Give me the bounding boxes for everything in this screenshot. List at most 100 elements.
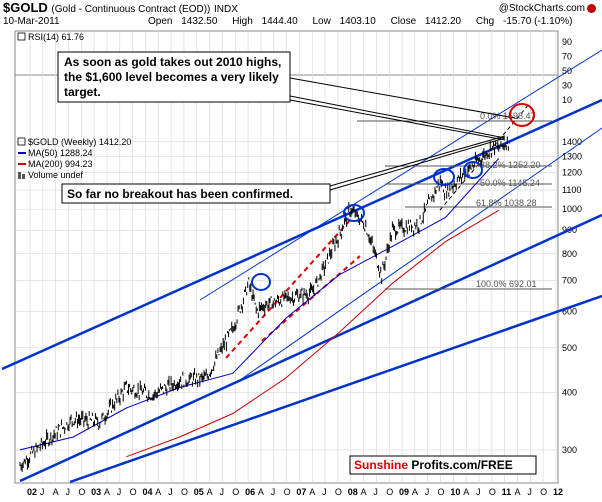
legend-ma200: MA(200) 994.23 [28, 159, 93, 169]
fib-label-0: 0.0% 1598.47 [480, 111, 536, 121]
rsi-axis: 90 70 50 30 10 [562, 37, 572, 105]
fib-labels: 0.0% 1598.47 38.2% 1252.20 50.0% 1145.24… [476, 111, 541, 289]
x-tick-2: A [53, 487, 59, 497]
x-tick-14: A [207, 487, 213, 497]
ma200-line [126, 209, 500, 458]
x-tick-20: O [284, 487, 291, 497]
x-tick-3: J [65, 487, 70, 497]
watermark-red: Sunshine [354, 458, 408, 472]
y-tick-1300: 1300 [562, 152, 582, 162]
low-label: Low [312, 16, 331, 27]
fib-label-618: 61.8% 1038.28 [476, 198, 537, 208]
x-tick-23: J [322, 487, 327, 497]
x-tick-33: 10 [450, 487, 460, 497]
high-value: 1444.40 [261, 16, 298, 27]
x-tick-41: 12 [553, 487, 563, 497]
y-tick-1400: 1400 [562, 137, 582, 147]
long-support-line [69, 294, 602, 484]
high-label: High [232, 16, 253, 27]
watermark-text: Sunshine Profits.com/FREE [354, 458, 513, 472]
rsi-tick-10: 10 [562, 95, 572, 105]
pointer-2b [329, 137, 506, 191]
callout-1-line-1: As soon as gold takes out 2010 highs, [64, 55, 281, 69]
chart-title: $GOLD (Gold - Continuous Contract (EOD))… [3, 0, 238, 15]
x-axis: 02 J A J O 03 A J O 04 A J O 05 A J O 06 A J O 07 A J O 08 A J O 09 A J… [27, 487, 563, 497]
x-tick-38: A [515, 487, 521, 497]
open-label: Open [148, 16, 173, 27]
rsi-label: RSI(14) 61.76 [28, 32, 84, 42]
thin-channel-upper [199, 49, 602, 301]
legend-price: $GOLD (Weekly) 1412.20 [28, 137, 131, 147]
fib-label-100: 100.0% 692.01 [476, 279, 537, 289]
thin-channel-lower [239, 127, 602, 381]
x-tick-27: J [373, 487, 378, 497]
x-tick-17: 06 [245, 487, 255, 497]
price-bars [19, 136, 510, 472]
fib-label-382: 38.2% 1252.20 [480, 160, 541, 170]
x-tick-16: O [232, 487, 239, 497]
fib-lines [357, 120, 552, 290]
pointer-1c [289, 77, 516, 119]
volume-legend-icon-bar [22, 174, 25, 179]
highlight-circle-2010 [463, 161, 483, 179]
x-tick-8: O [130, 487, 137, 497]
legend: $GOLD (Weekly) 1412.20 MA(50) 1288.24 MA… [17, 137, 131, 180]
x-tick-37: 11 [502, 487, 512, 497]
x-tick-32: O [438, 487, 445, 497]
price-legend-icon [17, 137, 26, 146]
x-tick-18: A [258, 487, 264, 497]
callout-box-1 [57, 51, 291, 103]
watermark-box[interactable] [349, 455, 537, 475]
red-dashed-2 [261, 255, 361, 342]
y-tick-800: 800 [562, 249, 577, 259]
y-tick-300: 300 [562, 445, 577, 455]
x-tick-5: 03 [91, 487, 101, 497]
chart-header: $GOLD (Gold - Continuous Contract (EOD))… [0, 0, 602, 32]
callout-2-text: So far no breakout has been confirmed. [67, 187, 293, 201]
watermark-black: Profits.com/FREE [408, 458, 513, 472]
pointer-1b [289, 99, 506, 141]
rsi-legend-icon [17, 32, 26, 41]
highlight-circle-2008 [343, 204, 365, 222]
x-tick-1: J [40, 487, 45, 497]
credit[interactable]: @StockCharts.com [499, 3, 596, 14]
rsi-tick-50: 50 [562, 66, 572, 76]
legend-ma50: MA(50) 1288.24 [28, 148, 93, 158]
x-tick-10: A [155, 487, 161, 497]
instrument-name: (Gold - Continuous Contract (EOD)) [51, 4, 211, 15]
lower-channel-line [19, 213, 602, 483]
chg-value: -15.70 (-1.10%) [503, 16, 573, 27]
red-dashed-1 [225, 217, 353, 359]
grid [15, 31, 558, 483]
exchange: INDX [214, 4, 238, 15]
x-tick-39: J [527, 487, 532, 497]
x-tick-25: 08 [348, 487, 358, 497]
x-tick-28: O [386, 487, 393, 497]
x-tick-4: O [78, 487, 85, 497]
fib-label-50: 50.0% 1145.24 [480, 178, 540, 188]
pointer-2a [329, 135, 506, 187]
y-tick-1200: 1200 [562, 168, 582, 178]
highlight-circles [251, 161, 483, 291]
rsi-tick-30: 30 [562, 81, 572, 91]
x-tick-6: A [104, 487, 110, 497]
chart-date: 10-Mar-2011 [3, 16, 60, 27]
callout-pointers [289, 77, 516, 191]
rsi-tick-70: 70 [562, 52, 572, 62]
ohlc-readout: Open 1432.50 High 1444.40 Low 1403.10 Cl… [148, 16, 584, 27]
channel-lines [1, 49, 602, 484]
x-tick-13: 05 [194, 487, 204, 497]
x-tick-19: J [271, 487, 276, 497]
x-tick-0: 02 [27, 487, 37, 497]
y-tick-500: 500 [562, 343, 577, 353]
dashed-trend-line [439, 102, 531, 211]
volume-legend-icon [18, 172, 21, 179]
pointer-1a [289, 95, 506, 139]
stockcharts-logo-icon [587, 3, 596, 13]
x-tick-34: A [463, 487, 469, 497]
close-label: Close [390, 16, 417, 27]
y-axis: 3004005006007008009001000110012001300140… [562, 137, 582, 455]
x-tick-29: 09 [399, 487, 409, 497]
symbol: $GOLD [3, 0, 48, 15]
